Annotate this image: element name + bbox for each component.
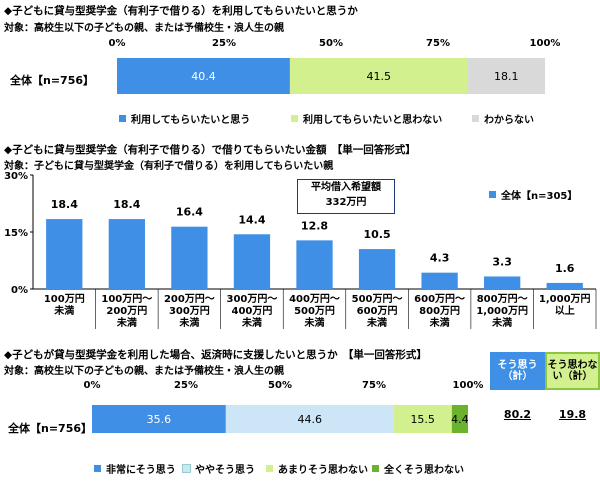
chart1-x-tick-label: 25% <box>212 38 236 49</box>
chart3-legend-item-1: 非常にそう思う <box>94 461 176 476</box>
chart1-data-label: 41.5 <box>366 70 391 83</box>
chart3-x-tick-label: 75% <box>362 380 386 391</box>
chart2-y-tick-label: 15% <box>4 228 28 239</box>
chart1-data-label: 18.1 <box>494 70 519 83</box>
chart3-data-label: 15.5 <box>410 413 435 426</box>
chart1-title: ◆子どもに貸与型奨学金（有利子で借りる）を利用してもらいたいと思うか <box>4 5 358 17</box>
chart2-bar <box>358 249 396 289</box>
chart1-subtitle: 対象：高校生以下の子どもの親、または予備校生・浪人生の親 <box>4 23 284 34</box>
chart3-x-tick-label: 25% <box>174 380 198 391</box>
chart2-data-label: 18.4 <box>51 198 78 211</box>
chart2-x-tick-label: 400万円～ 500万円未満 <box>289 293 340 329</box>
chart2-bar <box>233 234 271 289</box>
chart3-bar-segment <box>451 405 468 433</box>
chart2-data-label: 10.5 <box>363 228 390 241</box>
chart1-x-tick-label: 0% <box>109 38 126 49</box>
chart2-legend: 全体【n=305】 <box>489 187 577 202</box>
average-amount-value: 332万円 <box>325 197 367 208</box>
chart1-x-tick-label: 50% <box>319 38 343 49</box>
chart3-bar-segment <box>225 405 394 433</box>
chart3-bar-segment <box>92 405 226 433</box>
chart2-x-tick-label: 1,000万円以上 <box>539 293 591 317</box>
legend-swatch <box>266 465 273 472</box>
chart3-x-tick-label: 100% <box>453 380 484 391</box>
chart3-data-label: 44.6 <box>297 413 322 426</box>
chart2-data-label: 16.4 <box>176 206 203 219</box>
chart2-bar <box>46 219 83 289</box>
chart3-title: ◆子どもが貸与型奨学金を利用した場合、返済時に支援したいと思うか 【単一回答形式… <box>4 349 427 361</box>
chart2-bar <box>171 226 208 289</box>
chart1-legend-item-1: 利用してもらいたいと思う <box>119 111 250 126</box>
legend-swatch <box>372 465 379 472</box>
chart1-x-tick-label: 100% <box>530 38 561 49</box>
chart2-x-tick-label: 500万円～ 600万円未満 <box>352 293 403 329</box>
chart2-bar <box>546 282 583 289</box>
chart2-x-tick-label: 800万円～ 1,000万円未満 <box>476 293 528 329</box>
chart1-legend-item-2: 利用してもらいたいと思わない <box>291 111 442 126</box>
chart2-title: ◆子どもに貸与型奨学金（有利子で借りる）で借りてもらいたい金額 【単一回答形式】 <box>4 144 416 156</box>
average-amount-label: 平均借入希望額 <box>311 182 381 193</box>
legend-swatch <box>119 115 126 122</box>
chart3-legend-item-4: 全くそう思わない <box>372 461 464 476</box>
chart2-x-tick-label: 300万円～ 400万円未満 <box>227 293 278 329</box>
sum-agree-box: そう思う（計） 80.2 <box>490 352 545 421</box>
chart3-data-label: 4.4 <box>451 413 469 426</box>
sum-agree-label: そう思う（計） <box>490 352 545 390</box>
legend-swatch <box>94 465 101 472</box>
chart3-legend-item-2: ややそう思う <box>182 461 255 476</box>
legend-swatch <box>472 115 479 122</box>
legend-swatch <box>291 115 298 122</box>
chart2-data-label: 12.8 <box>301 219 328 232</box>
average-amount-box: 平均借入希望額 332万円 <box>297 179 395 214</box>
chart2-data-label: 14.4 <box>238 213 265 226</box>
chart1-plot: 0% 25% 50% 75% 100% 40.4 41.5 18.1 <box>109 38 561 94</box>
chart3-row-label: 全体【n=756】 <box>8 422 93 435</box>
chart2-x-tick-label: 600万円～ 800万円未満 <box>414 293 465 329</box>
chart2-bar <box>421 272 458 289</box>
sum-disagree-value: 19.8 <box>558 408 587 421</box>
chart2-data-label: 18.4 <box>113 198 140 211</box>
sum-disagree-box: そう思わない（計） 19.8 <box>545 352 600 421</box>
chart3-subtitle: 対象：高校生以下の子どもの親、または予備校生・浪人生の親 <box>4 366 284 377</box>
chart2-data-label: 3.3 <box>492 255 512 268</box>
chart2-x-tick-label: 100万円未満 <box>44 293 85 317</box>
chart3-bar-segment <box>393 405 452 433</box>
chart2-y-tick-label: 0% <box>11 285 28 296</box>
chart1-legend-item-3: わからない <box>472 111 534 126</box>
chart1-bar-segment <box>467 58 545 94</box>
legend-swatch <box>489 191 496 198</box>
sum-agree-value: 80.2 <box>503 408 532 421</box>
chart1-bar-segment <box>117 58 290 94</box>
chart1-x-tick-label: 75% <box>426 38 450 49</box>
sum-disagree-label: そう思わない（計） <box>545 352 600 390</box>
chart1-row-label: 全体【n=756】 <box>10 74 95 87</box>
chart2-x-tick-label: 100万円～ 200万円未満 <box>101 293 152 329</box>
chart2-bar <box>108 219 145 289</box>
chart3-legend-item-3: あまりそう思わない <box>266 461 368 476</box>
chart2-data-label: 4.3 <box>430 252 450 265</box>
chart3-x-tick-label: 0% <box>84 380 101 391</box>
chart3-x-tick-label: 50% <box>268 380 292 391</box>
chart2-plot: 0% 15% 30% 18.4 100万円未満 18.4 100万円～ 200万円未満 16.4… <box>4 171 597 329</box>
legend-swatch <box>182 464 191 473</box>
chart2-subtitle: 対象：子どもに貸与型奨学金（有利子で借りる）を利用してもらいたい親 <box>4 161 334 172</box>
chart2-y-tick-label: 30% <box>4 171 28 182</box>
chart2-data-label: 1.6 <box>555 262 575 275</box>
chart2-bar <box>296 240 333 289</box>
chart1-data-label: 40.4 <box>191 70 216 83</box>
chart2-x-tick-label: 200万円～ 300万円未満 <box>164 293 215 329</box>
chart2-bar <box>484 276 521 289</box>
chart1-bar-segment <box>289 58 468 94</box>
chart3-data-label: 35.6 <box>147 413 172 426</box>
